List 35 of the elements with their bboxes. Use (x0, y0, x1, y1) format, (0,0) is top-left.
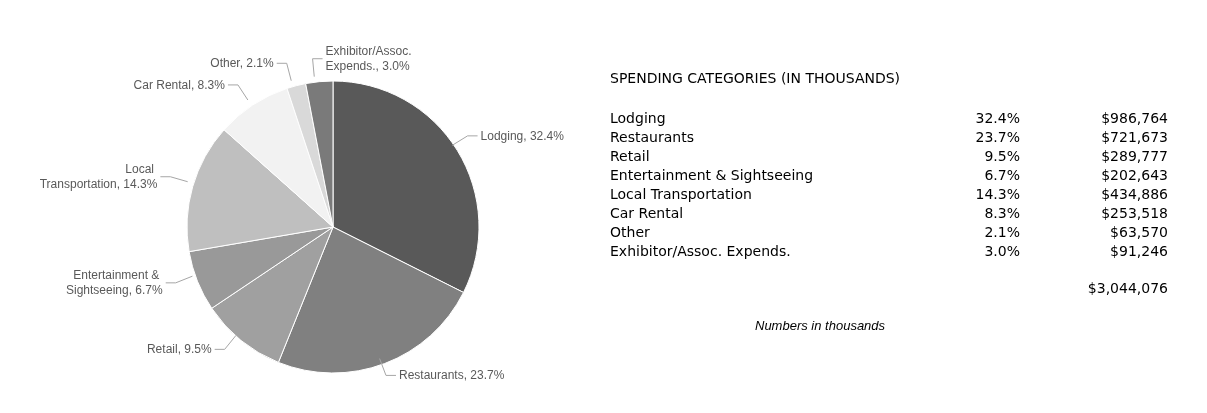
text: $434,886 (1100, 184, 1168, 203)
text: $253,518 (1100, 203, 1168, 222)
text: $63,570 (1109, 222, 1168, 241)
text: $91,246 (1109, 241, 1168, 260)
text: 2.1% (983, 222, 1020, 241)
category-label: Retail (610, 146, 651, 165)
slice-label: Entertainment & Sightseeing, 6.7% (65, 268, 164, 298)
text: 8.3% (983, 203, 1020, 222)
text: 9.5% (983, 146, 1020, 165)
slice-label: Lodging, 32.4% (480, 128, 565, 143)
text: $721,673 (1100, 127, 1168, 146)
text: 3.0% (983, 241, 1020, 260)
text: 6.7% (983, 165, 1020, 184)
slice-label: Local Transportation, 14.3% (39, 162, 158, 192)
slice-label: Other, 2.1% (210, 56, 275, 71)
category-label: Exhibitor/Assoc. Expends. (610, 241, 792, 260)
text: $202,643 (1100, 165, 1168, 184)
slice-label: Car Rental, 8.3% (133, 77, 226, 92)
text: $986,764 (1100, 108, 1168, 127)
text: 14.3% (974, 184, 1020, 203)
category-label: Other (610, 222, 651, 241)
text: $3,044,076 (1086, 279, 1168, 296)
slice-label: Restaurants, 23.7% (398, 368, 505, 383)
text: SPENDING CATEGORIES (IN THOUSANDS) (610, 70, 902, 86)
slice-label: Retail, 9.5% (146, 342, 212, 357)
category-label: Local Transportation (610, 184, 753, 203)
slice-label: Exhibitor/Assoc. Expends., 3.0% (325, 44, 415, 74)
text: $289,777 (1100, 146, 1168, 165)
category-label: Car Rental (610, 203, 685, 222)
category-label: Lodging (610, 108, 667, 127)
category-label: Entertainment & Sightseeing (610, 165, 815, 184)
text: 32.4% (974, 108, 1020, 127)
text: 23.7% (974, 127, 1020, 146)
category-label: Restaurants (610, 127, 695, 146)
text: Numbers in thousands (755, 318, 887, 333)
